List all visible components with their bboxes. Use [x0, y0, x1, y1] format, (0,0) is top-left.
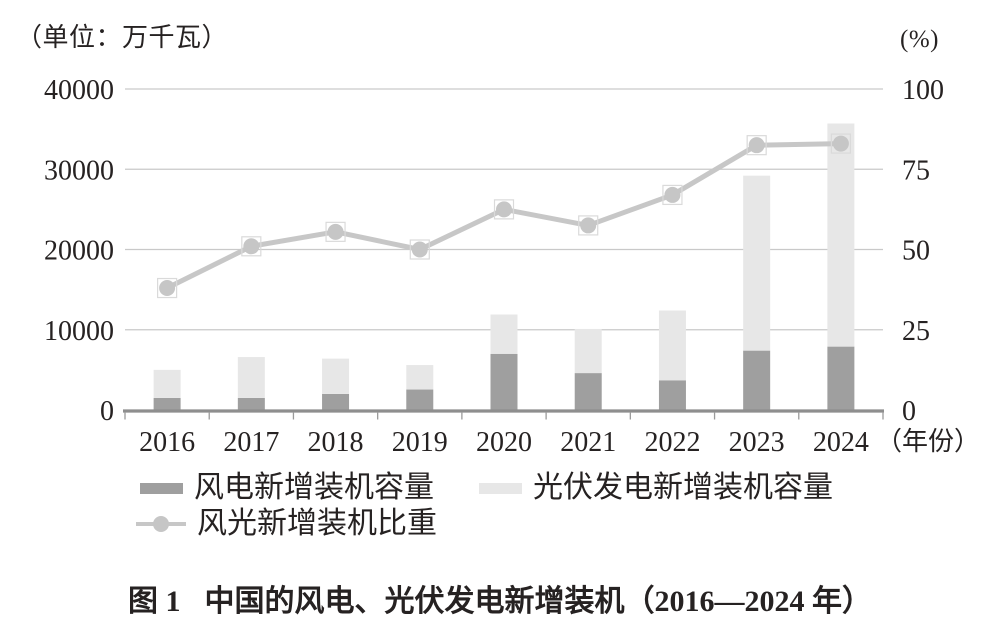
share-marker-2016	[159, 280, 176, 297]
bar-wind-2019	[406, 389, 434, 410]
share-marker-2017	[243, 238, 260, 255]
share-marker-outline-2018	[325, 221, 346, 242]
x-axis-label-2017: 2017	[223, 427, 279, 458]
bar-solar-2017	[237, 357, 265, 398]
caption-title: 中国的风电、光伏发电新增装机（2016—2024 年）	[204, 585, 873, 618]
right-axis-unit-label: (%)	[900, 26, 939, 53]
bar-solar-2020	[490, 314, 518, 354]
x-axis-label-2016: 2016	[139, 427, 195, 458]
share-marker-2021	[580, 217, 597, 234]
legend-item-share: 风光新增装机比重	[136, 508, 437, 540]
x-axis-label-2019: 2019	[392, 427, 448, 458]
x-axis-unit-label: （年份）	[876, 427, 980, 456]
share-marker-2024	[832, 135, 849, 152]
share-marker-2022	[664, 186, 681, 203]
share-marker-outline-2023	[746, 135, 767, 156]
solar-bar-swatch	[479, 482, 522, 494]
legend-label-share: 风光新增装机比重	[197, 507, 437, 540]
caption-figure-number: 图 1	[128, 585, 181, 618]
left-axis-unit-label: （单位：万千瓦）	[16, 23, 229, 52]
bar-solar-2019	[406, 365, 434, 390]
y-axis-right-label-100: 100	[902, 75, 944, 106]
bar-wind-2023	[743, 350, 771, 410]
bar-solar-2016	[153, 369, 181, 398]
bar-solar-2024	[827, 123, 855, 347]
x-axis-label-2024: 2024	[813, 427, 869, 458]
share-line-swatch-marker-icon	[153, 516, 169, 532]
y-axis-right-label-0: 0	[902, 396, 916, 427]
share-marker-outline-2022	[662, 184, 683, 206]
share-marker-outline-2019	[409, 239, 430, 260]
bar-wind-2021	[574, 373, 602, 410]
y-axis-right-label-75: 75	[902, 155, 930, 186]
legend-item-solar: 光伏发电新增装机容量	[479, 472, 833, 504]
legend-label-wind: 风电新增装机容量	[194, 471, 434, 504]
x-axis-label-2020: 2020	[476, 427, 532, 458]
x-axis-label-2021: 2021	[560, 427, 616, 458]
y-axis-left-label-10000: 10000	[44, 316, 114, 347]
y-axis-left-label-20000: 20000	[44, 236, 114, 267]
x-axis-label-2023: 2023	[729, 427, 785, 458]
bar-solar-2022	[658, 310, 686, 381]
y-axis-right-label-25: 25	[902, 316, 930, 347]
figure-caption: 图 1 中国的风电、光伏发电新增装机（2016—2024 年）	[0, 583, 1000, 621]
bar-wind-2022	[658, 380, 686, 410]
y-axis-left-label-30000: 30000	[44, 155, 114, 186]
share-marker-outline-2020	[493, 199, 515, 220]
y-axis-left-label-0: 0	[100, 396, 114, 427]
share-marker-outline-2016	[157, 277, 178, 299]
y-axis-right-label-50: 50	[902, 236, 930, 267]
share-marker-outline-2021	[578, 215, 599, 236]
share-marker-outline-2017	[241, 236, 262, 257]
bar-solar-2023	[743, 175, 771, 351]
share-marker-2023	[748, 137, 765, 154]
bar-wind-2018	[322, 393, 350, 410]
share-marker-2018	[327, 223, 344, 240]
share-marker-2019	[411, 241, 428, 258]
x-axis-label-2018: 2018	[308, 427, 364, 458]
bar-solar-2021	[574, 328, 602, 374]
share-marker-outline-2024	[830, 133, 851, 154]
bar-wind-2016	[153, 397, 181, 410]
bar-wind-2017	[237, 397, 265, 410]
bar-wind-2024	[827, 346, 855, 410]
bar-wind-2020	[490, 353, 518, 410]
y-axis-left-label-40000: 40000	[44, 75, 114, 106]
bar-solar-2018	[322, 358, 350, 394]
legend-label-solar: 光伏发电新增装机容量	[533, 471, 833, 504]
legend-item-wind: 风电新增装机容量	[140, 472, 434, 504]
x-axis-label-2022: 2022	[644, 427, 700, 458]
share-line-swatch	[136, 514, 186, 534]
share-marker-2020	[496, 201, 512, 218]
wind-bar-swatch	[140, 482, 183, 494]
